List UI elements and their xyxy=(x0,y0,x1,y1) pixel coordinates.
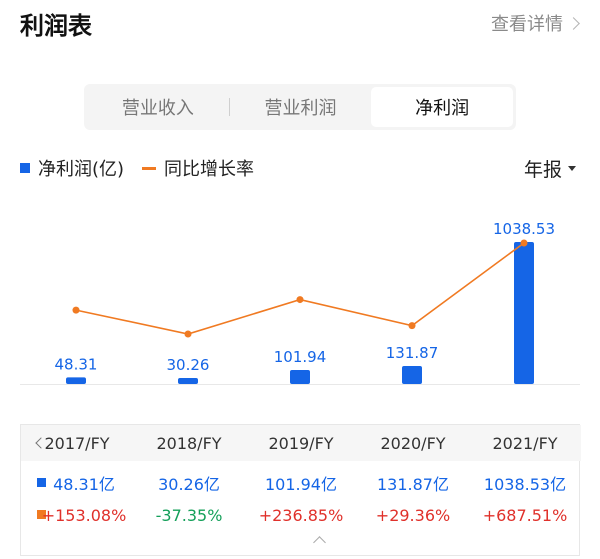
growth-rate-point xyxy=(520,239,528,247)
legend-line-swatch xyxy=(142,166,157,170)
bar-data-label: 48.31 xyxy=(55,355,98,373)
table-header-row: 2017/FY 2018/FY 2019/FY 2020/FY 2021/FY xyxy=(21,425,581,461)
bar xyxy=(178,378,198,384)
profit-cell: 1038.53亿 xyxy=(483,475,567,494)
growth-cell: +687.51% xyxy=(482,505,568,525)
growth-cell: +236.85% xyxy=(258,505,344,525)
period-selector-label: 年报 xyxy=(523,159,562,181)
view-details-label: 查看详情 xyxy=(491,14,563,35)
growth-rate-point xyxy=(408,322,416,330)
profit-row-marker xyxy=(37,478,46,487)
profit-cell: 30.26亿 xyxy=(158,475,220,494)
bar-data-label: 1038.53 xyxy=(493,220,555,238)
metric-tabs: 营业收入 营业利润 净利润 xyxy=(84,84,516,130)
tab-operating-profit[interactable]: 营业利润 xyxy=(264,98,337,119)
table-header-cell: 2019/FY xyxy=(268,433,334,453)
growth-cell: -37.35% xyxy=(155,505,223,525)
table-row-profit: 48.31亿 30.26亿 101.94亿 131.87亿 1038.53亿 xyxy=(21,467,581,499)
tab-revenue[interactable]: 营业收入 xyxy=(121,98,194,119)
period-selector[interactable]: 年报 xyxy=(524,155,576,182)
growth-rate-point xyxy=(72,306,80,314)
chart-legend: 净利润(亿) 同比增长率 xyxy=(20,155,254,181)
legend-bar-label: 净利润(亿) xyxy=(38,159,125,180)
profit-cell: 48.31亿 xyxy=(53,475,115,494)
bar xyxy=(402,365,422,384)
page-title: 利润表 xyxy=(20,12,92,40)
bar-data-label: 30.26 xyxy=(167,356,210,374)
tab-net-profit[interactable]: 净利润 xyxy=(371,87,514,127)
bar xyxy=(514,242,534,384)
table-header-cell: 2020/FY xyxy=(380,433,446,453)
bar-data-label: 131.87 xyxy=(386,344,439,362)
growth-row-marker xyxy=(37,510,46,519)
view-details-link[interactable]: 查看详情 xyxy=(491,10,580,36)
growth-rate-line xyxy=(75,242,525,335)
bar xyxy=(290,370,310,384)
growth-cell: +153.08% xyxy=(41,505,127,525)
bar-data-label: 101.94 xyxy=(274,348,327,366)
growth-rate-point xyxy=(296,296,304,304)
legend-bar-swatch xyxy=(20,163,30,173)
table-header-cell: 2017/FY xyxy=(44,433,110,453)
tab-divider xyxy=(228,98,230,116)
data-table: 2017/FY 2018/FY 2019/FY 2020/FY 2021/FY … xyxy=(20,424,581,556)
profit-cell: 101.94亿 xyxy=(265,475,337,494)
table-row-growth: +153.08% -37.35% +236.85% +29.36% +687.5… xyxy=(21,499,581,531)
growth-rate-point xyxy=(184,330,192,338)
bar xyxy=(66,377,86,384)
table-header-cell: 2018/FY xyxy=(156,433,222,453)
table-header-cell: 2021/FY xyxy=(492,433,558,453)
caret-down-icon xyxy=(568,166,576,171)
legend-line-label: 同比增长率 xyxy=(164,159,255,180)
profit-cell: 131.87亿 xyxy=(377,475,449,494)
chevron-up-icon[interactable] xyxy=(313,536,326,549)
growth-cell: +29.36% xyxy=(375,505,451,525)
